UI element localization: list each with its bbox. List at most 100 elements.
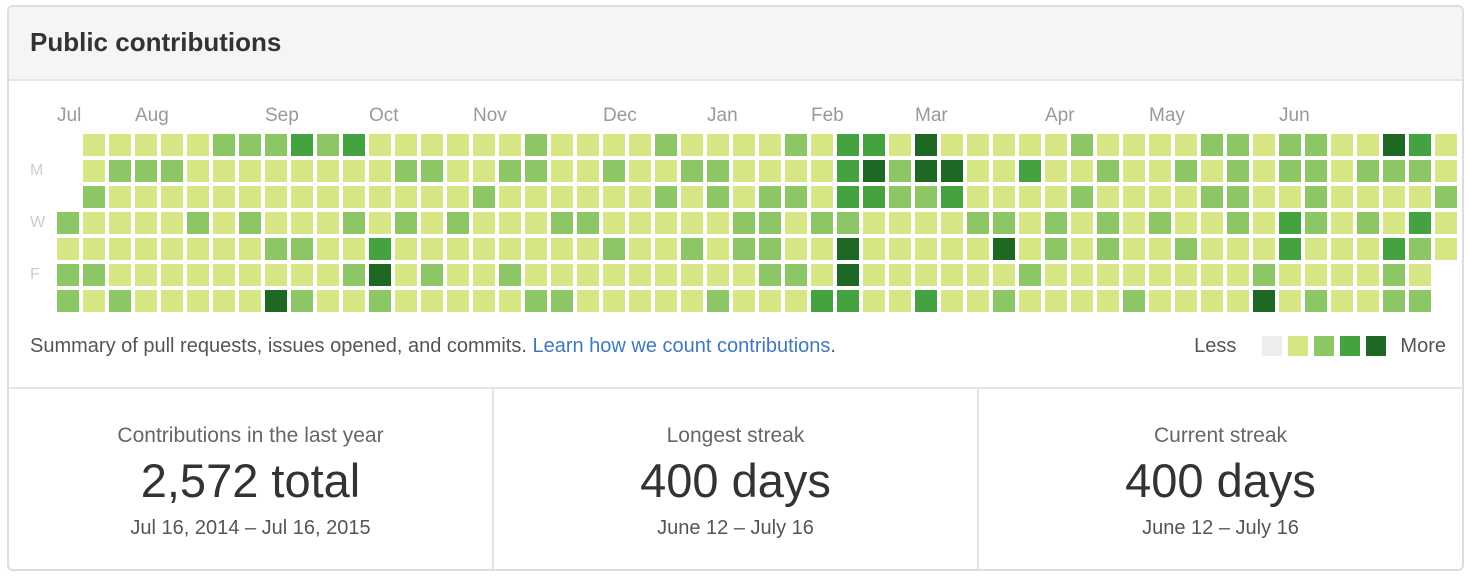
contribution-day[interactable] <box>811 238 833 260</box>
contribution-day[interactable] <box>499 212 521 234</box>
contribution-day[interactable] <box>577 238 599 260</box>
contribution-day[interactable] <box>889 160 911 182</box>
contribution-day[interactable] <box>421 238 443 260</box>
contribution-day[interactable] <box>499 186 521 208</box>
contribution-day[interactable] <box>1305 186 1327 208</box>
contribution-day[interactable] <box>109 238 131 260</box>
contribution-day[interactable] <box>187 134 209 156</box>
contribution-day[interactable] <box>135 160 157 182</box>
contribution-day[interactable] <box>1149 186 1171 208</box>
contribution-day[interactable] <box>213 290 235 312</box>
contribution-day[interactable] <box>837 238 859 260</box>
contribution-day[interactable] <box>499 264 521 286</box>
contribution-day[interactable] <box>967 238 989 260</box>
contribution-day[interactable] <box>681 134 703 156</box>
contribution-day[interactable] <box>83 290 105 312</box>
contribution-day[interactable] <box>629 238 651 260</box>
contribution-day[interactable] <box>1071 238 1093 260</box>
contribution-day[interactable] <box>525 160 547 182</box>
contribution-day[interactable] <box>941 212 963 234</box>
contribution-day[interactable] <box>811 290 833 312</box>
contribution-day[interactable] <box>837 160 859 182</box>
contribution-day[interactable] <box>629 160 651 182</box>
contribution-day[interactable] <box>785 186 807 208</box>
contribution-day[interactable] <box>291 264 313 286</box>
contribution-day[interactable] <box>759 186 781 208</box>
contribution-day[interactable] <box>239 264 261 286</box>
contribution-day[interactable] <box>421 290 443 312</box>
contribution-day[interactable] <box>317 186 339 208</box>
contribution-day[interactable] <box>473 238 495 260</box>
contribution-day[interactable] <box>1305 238 1327 260</box>
contribution-day[interactable] <box>1149 160 1171 182</box>
contribution-day[interactable] <box>941 238 963 260</box>
contribution-day[interactable] <box>1253 264 1275 286</box>
contribution-day[interactable] <box>1071 290 1093 312</box>
contribution-day[interactable] <box>941 264 963 286</box>
contribution-day[interactable] <box>1227 290 1249 312</box>
contribution-day[interactable] <box>837 212 859 234</box>
contribution-day[interactable] <box>1227 212 1249 234</box>
contribution-day[interactable] <box>1175 160 1197 182</box>
contribution-day[interactable] <box>1227 264 1249 286</box>
contribution-day[interactable] <box>967 134 989 156</box>
contribution-day[interactable] <box>343 134 365 156</box>
contribution-day[interactable] <box>1123 186 1145 208</box>
contribution-day[interactable] <box>291 212 313 234</box>
contribution-day[interactable] <box>291 238 313 260</box>
contribution-day[interactable] <box>1175 238 1197 260</box>
contribution-day[interactable] <box>447 186 469 208</box>
contribution-day[interactable] <box>1357 134 1379 156</box>
contribution-day[interactable] <box>759 238 781 260</box>
contribution-day[interactable] <box>1149 134 1171 156</box>
contribution-day[interactable] <box>369 134 391 156</box>
contribution-day[interactable] <box>889 290 911 312</box>
contribution-day[interactable] <box>863 134 885 156</box>
contribution-day[interactable] <box>681 186 703 208</box>
contribution-day[interactable] <box>1175 212 1197 234</box>
contribution-day[interactable] <box>759 212 781 234</box>
contribution-day[interactable] <box>473 290 495 312</box>
contribution-day[interactable] <box>1227 134 1249 156</box>
contribution-day[interactable] <box>681 264 703 286</box>
contribution-day[interactable] <box>1383 186 1405 208</box>
contribution-day[interactable] <box>733 290 755 312</box>
contribution-day[interactable] <box>1253 134 1275 156</box>
contribution-day[interactable] <box>1227 238 1249 260</box>
contribution-day[interactable] <box>629 134 651 156</box>
contribution-day[interactable] <box>707 212 729 234</box>
contribution-day[interactable] <box>811 212 833 234</box>
contribution-day[interactable] <box>317 290 339 312</box>
contribution-day[interactable] <box>213 264 235 286</box>
contribution-day[interactable] <box>863 238 885 260</box>
contribution-day[interactable] <box>1331 134 1353 156</box>
contribution-day[interactable] <box>525 290 547 312</box>
contribution-day[interactable] <box>473 160 495 182</box>
contribution-day[interactable] <box>57 264 79 286</box>
contribution-day[interactable] <box>291 186 313 208</box>
contribution-day[interactable] <box>317 160 339 182</box>
contribution-day[interactable] <box>239 290 261 312</box>
contribution-day[interactable] <box>759 264 781 286</box>
contribution-day[interactable] <box>1305 134 1327 156</box>
contribution-day[interactable] <box>629 186 651 208</box>
contribution-day[interactable] <box>733 212 755 234</box>
contribution-day[interactable] <box>57 290 79 312</box>
contribution-day[interactable] <box>447 212 469 234</box>
contribution-day[interactable] <box>603 134 625 156</box>
contribution-day[interactable] <box>187 212 209 234</box>
contribution-day[interactable] <box>135 134 157 156</box>
contribution-day[interactable] <box>993 186 1015 208</box>
contribution-day[interactable] <box>265 264 287 286</box>
contribution-day[interactable] <box>941 186 963 208</box>
contribution-day[interactable] <box>1123 264 1145 286</box>
contribution-day[interactable] <box>1383 290 1405 312</box>
contribution-day[interactable] <box>1253 186 1275 208</box>
contribution-day[interactable] <box>1357 186 1379 208</box>
contribution-day[interactable] <box>239 160 261 182</box>
contribution-day[interactable] <box>395 160 417 182</box>
contribution-day[interactable] <box>811 186 833 208</box>
contribution-day[interactable] <box>629 290 651 312</box>
contribution-day[interactable] <box>83 160 105 182</box>
contribution-day[interactable] <box>1253 290 1275 312</box>
